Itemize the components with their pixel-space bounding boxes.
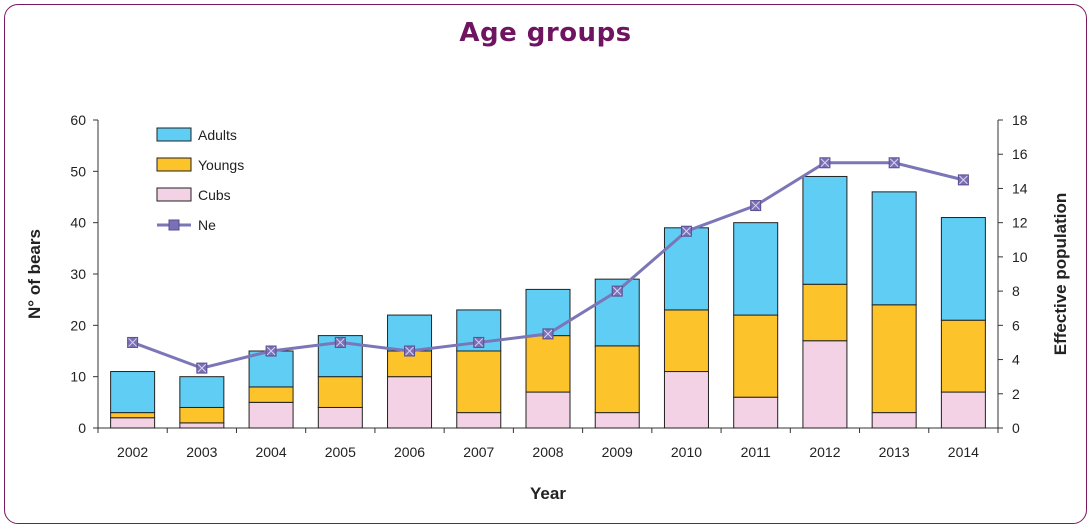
bar-youngs-2013 [871,304,917,414]
bar-youngs-2007 [456,350,502,414]
legend-swatch-adults [156,127,192,142]
bar-cubs-2014 [940,391,986,429]
y-axis-title: N° of bears [25,229,44,319]
legend-swatch-youngs [156,157,192,172]
bar-adults-2004 [248,350,294,388]
x-axis-title: Year [530,484,566,503]
ne-point-mark [266,346,276,356]
ne-line-layer [127,157,969,374]
y2-axis-title: Effective population [1051,193,1070,355]
ne-point-mark [959,175,968,185]
legend-background [150,122,250,240]
ne-point-mark [889,158,899,168]
bar-cubs-2007 [456,412,502,429]
x-tick-label: 2010 [671,444,702,460]
ne-point-mark [474,338,484,347]
x-tick-label: 2006 [394,444,425,460]
bar-youngs-2004 [248,386,294,403]
x-tick-label: 2004 [255,444,286,460]
x-tick-label: 2013 [879,444,910,460]
bar-youngs-2002 [110,412,156,419]
y2-tick-label: 10 [1012,249,1028,265]
ne-point-mark [751,201,761,210]
y2-tick-label: 2 [1012,386,1020,402]
bar-youngs-2012 [802,283,848,342]
bar-adults-2012 [802,175,848,285]
y2-tick-label: 16 [1012,146,1028,162]
legend-label-youngs: Youngs [198,157,244,173]
ne-point-mark [197,363,207,373]
bar-cubs-2004 [248,401,294,429]
y2-tick-label: 0 [1012,420,1020,436]
y-tick-label: 0 [78,420,86,436]
bar-cubs-2009 [594,412,640,429]
bar-cubs-2010 [663,371,709,429]
bar-youngs-2009 [594,345,640,414]
bar-cubs-2002 [110,417,156,429]
legend-swatch-cubs [156,187,192,202]
ne-point-mark [612,286,622,296]
x-tick-label: 2009 [602,444,633,460]
bar-adults-2014 [940,217,986,321]
chart-title: Age groups [459,18,632,48]
bar-youngs-2003 [179,406,225,424]
bar-cubs-2013 [871,412,917,429]
bar-youngs-2008 [525,335,571,393]
x-tick-label: 2007 [463,444,494,460]
y2-tick-label: 6 [1012,317,1020,333]
legend-label-ne: Ne [198,217,216,233]
x-tick-label: 2011 [741,444,771,460]
y-tick-label: 10 [70,369,86,385]
x-tick-label: 2005 [325,444,356,460]
bars-layer [110,175,986,429]
ne-point-mark [543,329,553,339]
bar-youngs-2011 [733,314,779,398]
bar-cubs-2011 [733,396,779,429]
bar-adults-2011 [733,222,779,316]
ne-point-mark [405,346,414,356]
y2-tick-label: 14 [1012,180,1028,196]
bar-cubs-2008 [525,391,571,429]
y-tick-label: 60 [70,112,86,128]
ne-point-mark [682,226,691,236]
x-tick-label: 2014 [948,444,979,460]
bar-adults-2003 [179,376,225,408]
bar-cubs-2003 [179,422,225,429]
x-tick-label: 2012 [809,444,840,460]
bar-cubs-2012 [802,340,848,429]
legend: Adults Youngs Cubs Ne [150,122,250,240]
legend-swatch-marker [168,219,180,231]
bar-adults-2010 [663,227,709,311]
x-tick-label: 2008 [532,444,563,460]
legend-label-adults: Adults [198,127,237,143]
bar-adults-2002 [110,371,156,414]
ne-point-mark [820,158,830,168]
legend-label-cubs: Cubs [198,187,231,203]
y-tick-label: 20 [70,317,86,333]
bar-youngs-2005 [317,376,363,408]
y2-tick-label: 4 [1012,352,1020,368]
y2-tick-label: 8 [1012,283,1020,299]
x-tick-label: 2003 [186,444,217,460]
bar-adults-2006 [387,314,433,352]
x-tick-label: 2002 [117,444,148,460]
bar-adults-2013 [871,191,917,306]
y-tick-label: 40 [70,215,86,231]
bar-cubs-2005 [317,406,363,429]
bar-youngs-2014 [940,319,986,393]
axes: 0 10 20 30 40 50 60 0 2 4 6 8 10 12 14 16 18 2002 2003 2004… [70,112,1027,460]
bar-youngs-2010 [663,309,709,373]
ne-point-mark [335,338,345,347]
y2-tick-label: 12 [1012,215,1028,231]
y-tick-label: 30 [70,266,86,282]
y2-tick-label: 18 [1012,112,1028,128]
bar-cubs-2006 [387,376,433,429]
ne-point-mark [128,338,137,347]
y-tick-label: 50 [70,163,86,179]
